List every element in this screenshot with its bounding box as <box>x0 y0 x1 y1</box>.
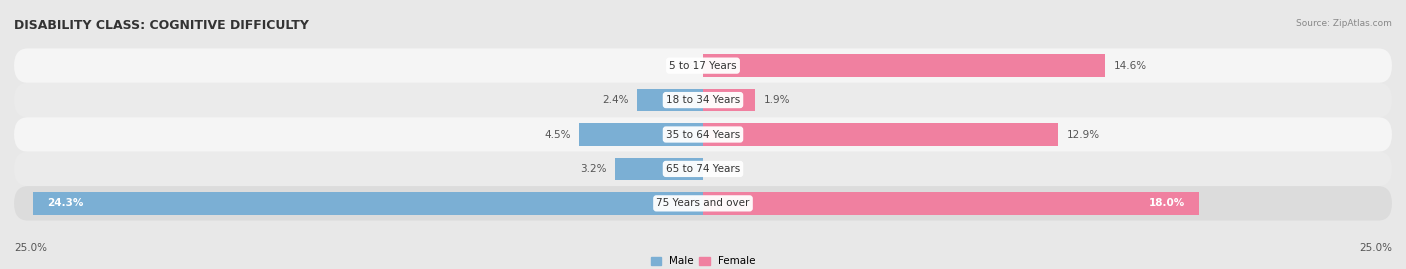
Bar <box>703 54 1105 77</box>
Text: 18.0%: 18.0% <box>1149 198 1185 208</box>
Text: 2.4%: 2.4% <box>602 95 628 105</box>
Text: 4.5%: 4.5% <box>544 129 571 140</box>
Text: 65 to 74 Years: 65 to 74 Years <box>666 164 740 174</box>
Text: 25.0%: 25.0% <box>14 243 46 253</box>
Bar <box>579 123 703 146</box>
FancyBboxPatch shape <box>14 152 1392 186</box>
Bar <box>34 192 703 215</box>
Legend: Male, Female: Male, Female <box>647 252 759 269</box>
Text: 18 to 34 Years: 18 to 34 Years <box>666 95 740 105</box>
Bar <box>637 89 703 111</box>
Text: 35 to 64 Years: 35 to 64 Years <box>666 129 740 140</box>
Text: 12.9%: 12.9% <box>1067 129 1099 140</box>
Text: 14.6%: 14.6% <box>1114 61 1147 71</box>
Text: Source: ZipAtlas.com: Source: ZipAtlas.com <box>1296 19 1392 28</box>
FancyBboxPatch shape <box>14 83 1392 117</box>
Text: 3.2%: 3.2% <box>581 164 606 174</box>
Text: 0.0%: 0.0% <box>668 61 695 71</box>
Bar <box>703 89 755 111</box>
Bar <box>703 123 1059 146</box>
Bar <box>614 158 703 180</box>
FancyBboxPatch shape <box>14 117 1392 152</box>
FancyBboxPatch shape <box>14 48 1392 83</box>
Text: 24.3%: 24.3% <box>48 198 83 208</box>
Bar <box>703 192 1199 215</box>
Text: 75 Years and over: 75 Years and over <box>657 198 749 208</box>
Text: 1.9%: 1.9% <box>763 95 790 105</box>
Text: DISABILITY CLASS: COGNITIVE DIFFICULTY: DISABILITY CLASS: COGNITIVE DIFFICULTY <box>14 19 309 32</box>
Text: 5 to 17 Years: 5 to 17 Years <box>669 61 737 71</box>
Text: 0.0%: 0.0% <box>711 164 738 174</box>
FancyBboxPatch shape <box>14 186 1392 221</box>
Text: 25.0%: 25.0% <box>1360 243 1392 253</box>
